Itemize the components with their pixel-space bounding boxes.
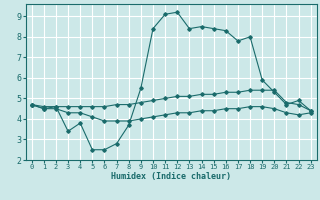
- X-axis label: Humidex (Indice chaleur): Humidex (Indice chaleur): [111, 172, 231, 181]
